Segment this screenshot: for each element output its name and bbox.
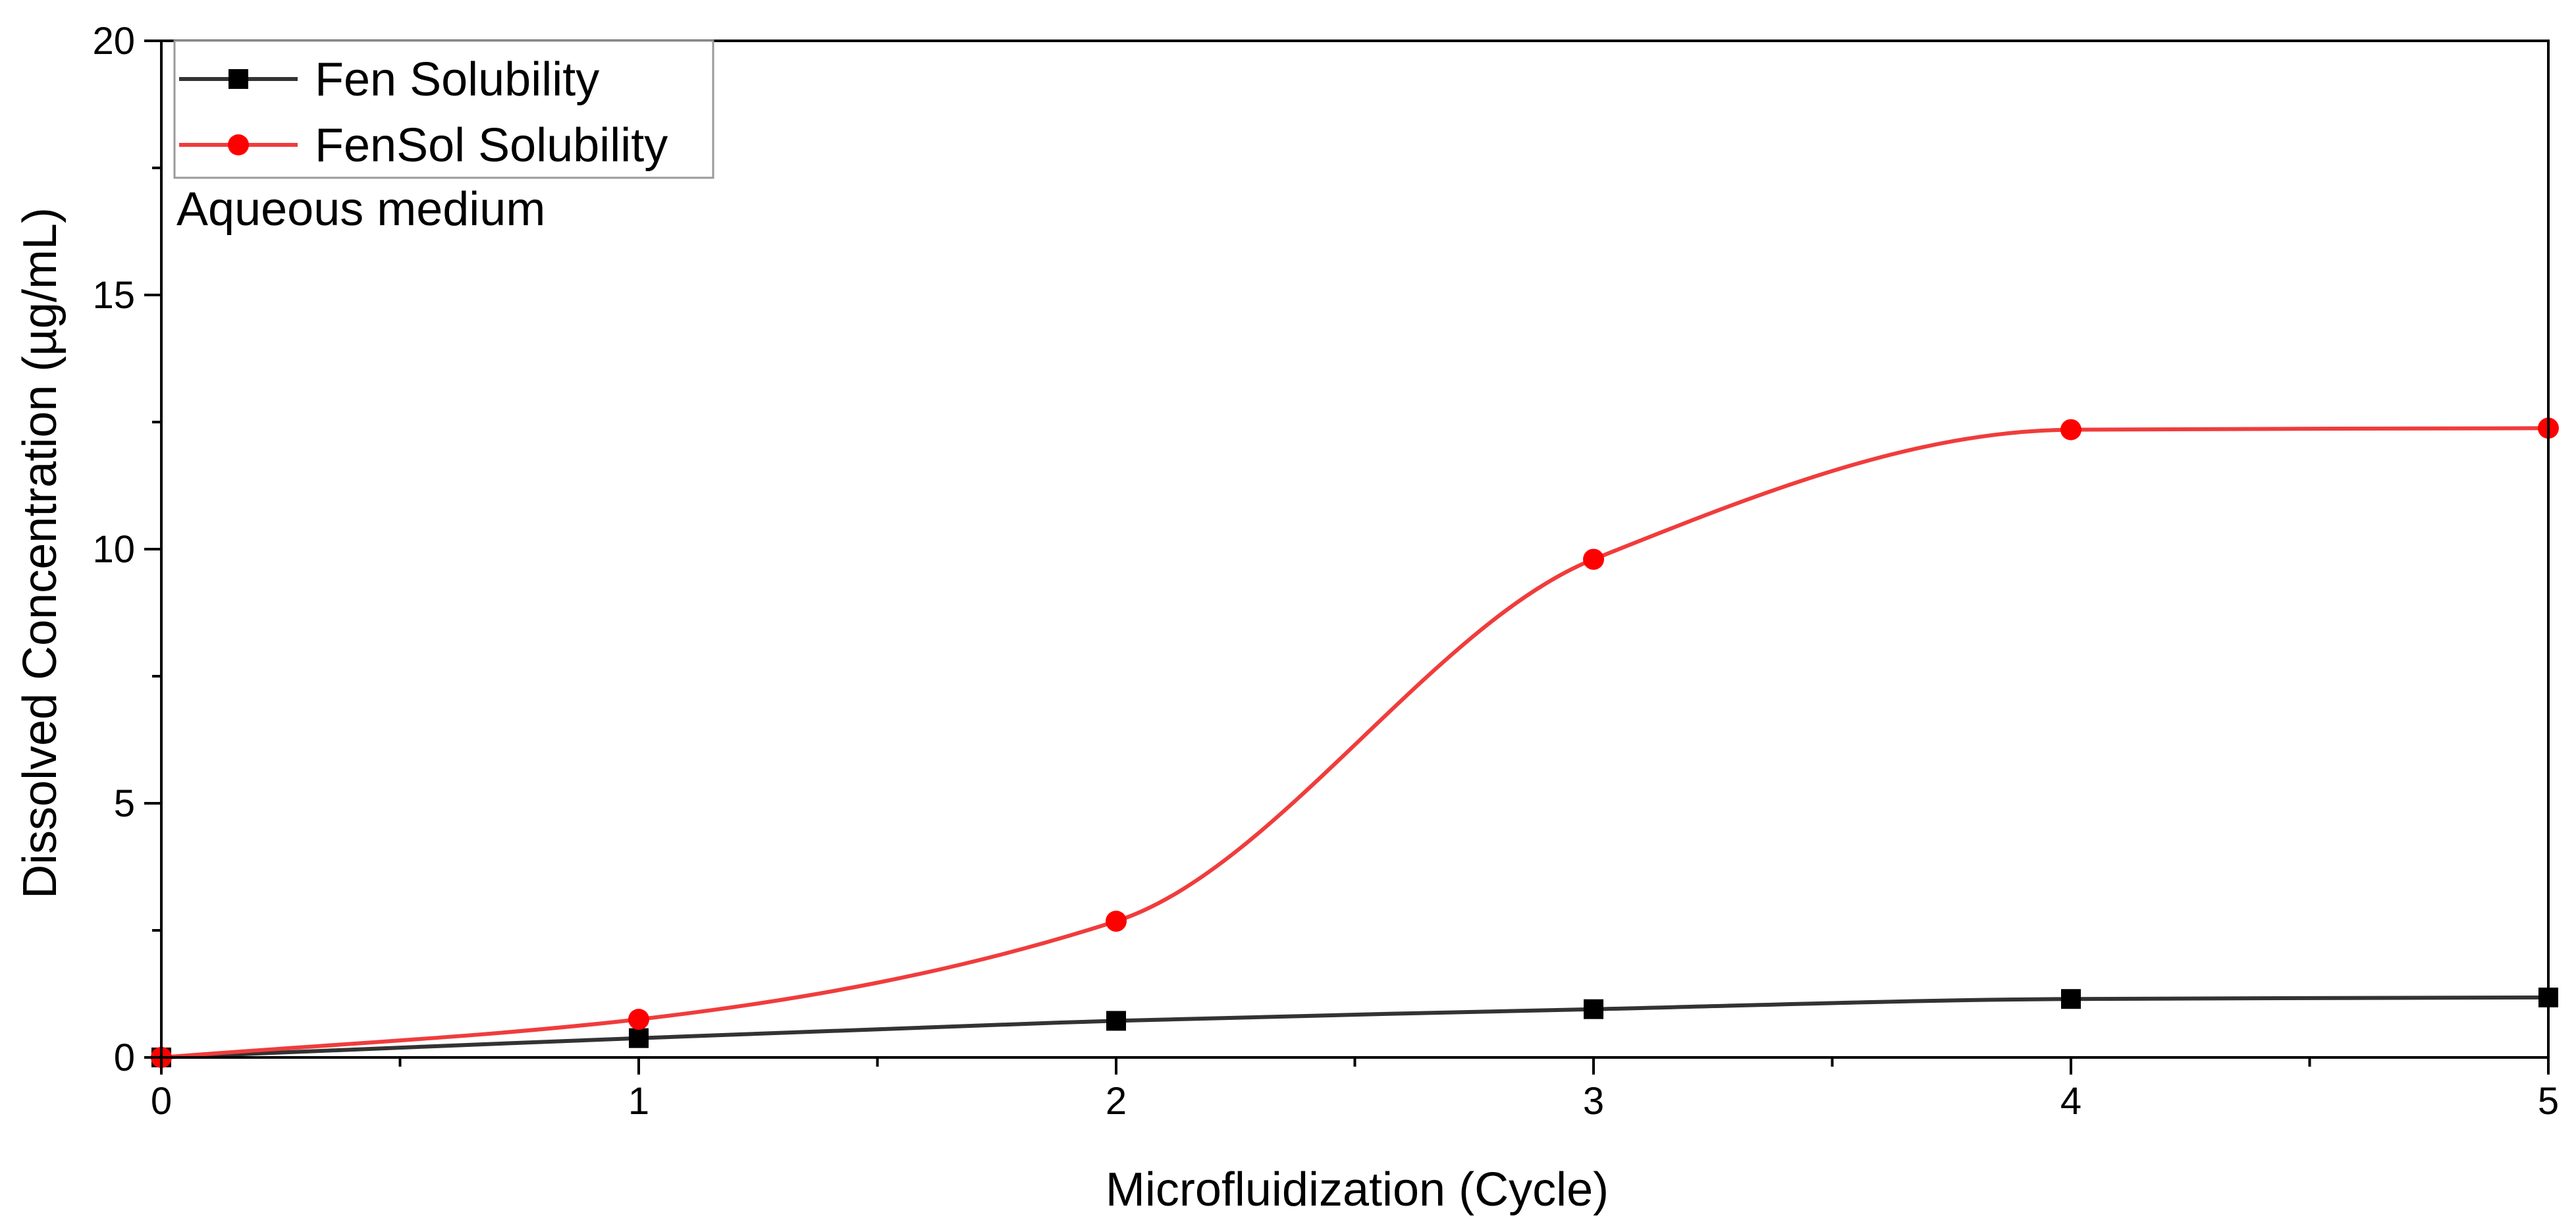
x-tick-label: 2	[1106, 1080, 1127, 1123]
data-point-fensol	[628, 1009, 649, 1030]
y-tick-label: 5	[114, 782, 135, 825]
legend-marker-fen	[228, 69, 248, 89]
legend: Fen Solubility FenSol Solubility	[173, 40, 714, 179]
legend-label-fensol: FenSol Solubility	[315, 119, 668, 172]
plot-annotation: Aqueous medium	[176, 183, 545, 236]
y-tick-label: 10	[92, 528, 135, 571]
legend-item-fen: Fen Solubility	[179, 53, 599, 106]
y-tick-label: 0	[114, 1036, 135, 1079]
data-point-fensol	[1106, 911, 1127, 932]
data-point-fen	[629, 1028, 649, 1048]
data-point-fensol	[1583, 548, 1604, 570]
data-point-fen	[2061, 989, 2081, 1009]
data-point-fen	[1584, 999, 1603, 1019]
x-tick-label: 1	[628, 1080, 649, 1123]
legend-marker-fensol	[228, 134, 249, 155]
data-point-fen	[1106, 1011, 1126, 1031]
legend-box	[173, 40, 714, 179]
series-line-fensol	[161, 426, 2549, 1059]
series-line-fen	[161, 995, 2549, 1059]
y-tick-label: 20	[92, 20, 135, 63]
data-point-fensol	[2060, 419, 2081, 440]
y-axis-title: Dissolved Concentration (µg/mL)	[14, 207, 67, 899]
x-tick-label: 3	[1583, 1080, 1604, 1123]
x-tick-label: 5	[2538, 1080, 2559, 1123]
x-tick-label: 4	[2060, 1080, 2081, 1123]
x-axis-title: Microfluidization (Cycle)	[1106, 1163, 1609, 1216]
legend-item-fensol: FenSol Solubility	[179, 119, 668, 172]
x-tick-label: 0	[151, 1080, 172, 1123]
y-tick-label: 15	[92, 274, 135, 317]
axes-layer: 0 1 2 3 4 5 0 5 10 15 20	[92, 20, 2559, 1123]
legend-label-fen: Fen Solubility	[315, 53, 599, 106]
